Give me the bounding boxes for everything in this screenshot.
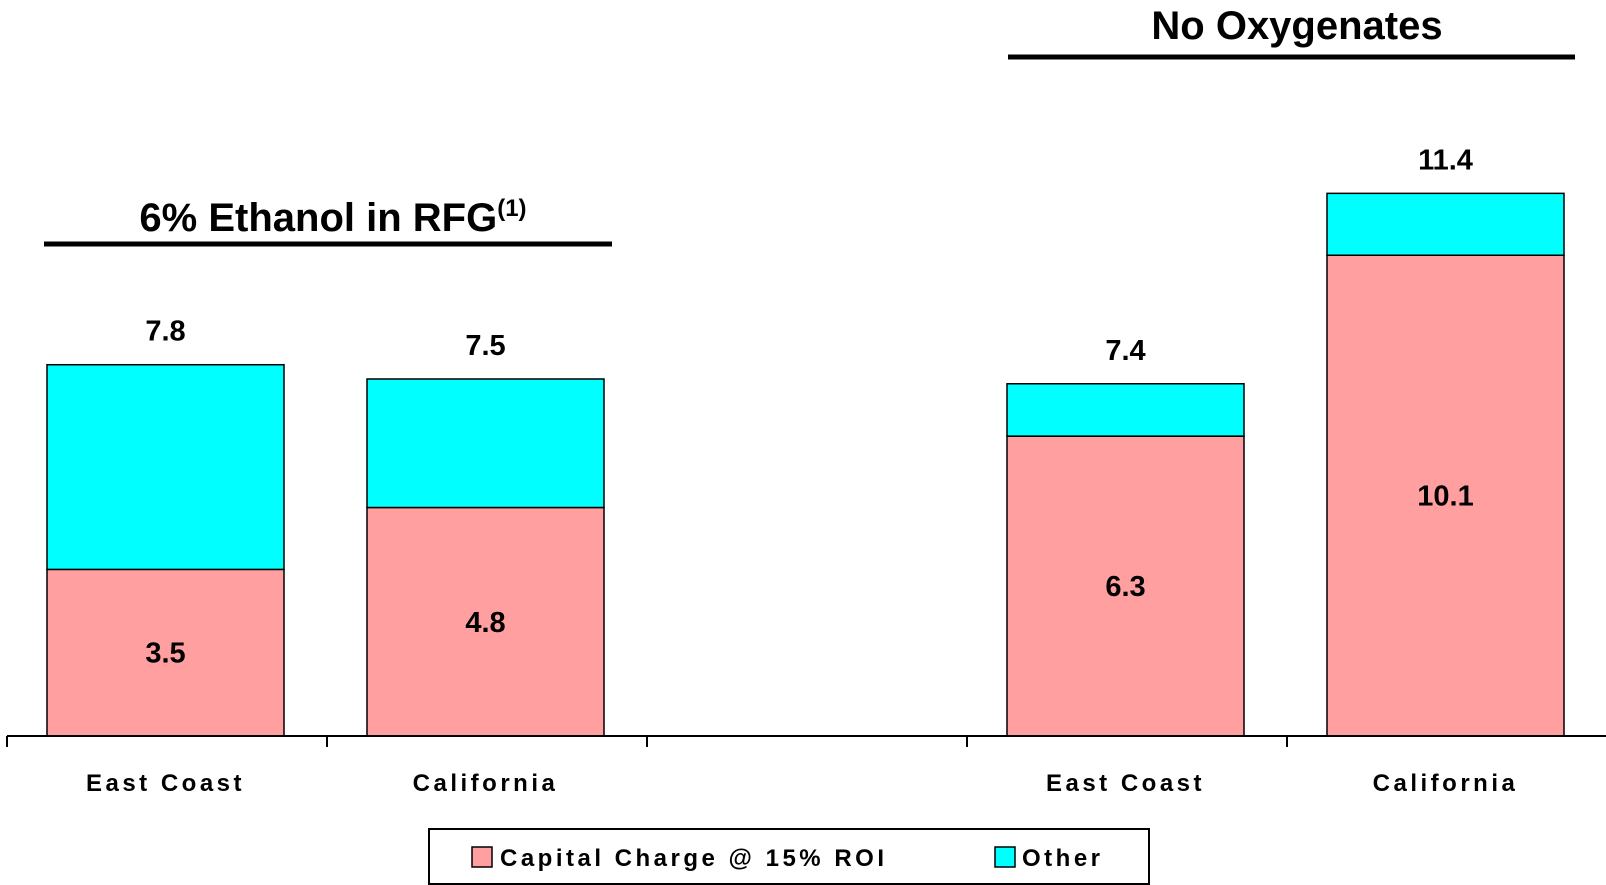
x-tick-label-no-oxygenates-california: California [1373,770,1519,797]
legend-swatch-capital-charge [471,846,493,868]
bar-capital-charge-no-oxygenates-california [1326,254,1565,737]
group-title-no-oxygenates: No Oxygenates [1151,4,1442,48]
total-label-ethanol-east-coast: 7.8 [145,316,185,348]
legend: Capital Charge @ 15% ROI Other [428,828,1150,885]
total-label-ethanol-california: 7.5 [465,330,505,362]
x-tick-label-ethanol-california: California [413,770,559,797]
bar-capital-charge-no-oxygenates-east-coast [1006,435,1245,737]
value-label-capital-charge-no-oxygenates-east-coast: 6.3 [1105,571,1145,603]
value-label-capital-charge-ethanol-east-coast: 3.5 [145,638,185,670]
legend-box [428,828,1150,885]
value-label-capital-charge-ethanol-california: 4.8 [465,607,505,639]
x-tick-label-ethanol-east-coast: East Coast [86,770,245,797]
x-tick-label-no-oxygenates-east-coast: East Coast [1046,770,1205,797]
bar-capital-charge-ethanol-east-coast [46,568,285,737]
group-title-ethanol: 6% Ethanol in RFG(1) [139,195,526,240]
bar-other-no-oxygenates-california [1326,192,1565,256]
value-label-capital-charge-no-oxygenates-california: 10.1 [1417,481,1473,513]
labels-layer: 3.5 7.8 East Coast 4.8 7.5 California 6.3 7.4 Ea… [86,144,1519,797]
total-label-no-oxygenates-california: 11.4 [1418,144,1473,176]
total-label-no-oxygenates-east-coast: 7.4 [1105,335,1145,367]
group-title-ethanol-text: 6% Ethanol in RFG [139,196,497,240]
legend-label-other: Other [1022,845,1104,872]
group-title-no-oxygenates-text: No Oxygenates [1151,4,1442,48]
legend-swatch-other [994,846,1016,868]
bar-other-no-oxygenates-east-coast [1006,383,1245,437]
group-title-ethanol-superscript: (1) [497,195,526,222]
legend-label-capital-charge: Capital Charge @ 15% ROI [500,845,887,872]
bar-other-ethanol-east-coast [46,363,285,571]
bar-other-ethanol-california [366,378,605,509]
x-axis [6,735,1606,747]
bars-layer [46,192,1565,737]
